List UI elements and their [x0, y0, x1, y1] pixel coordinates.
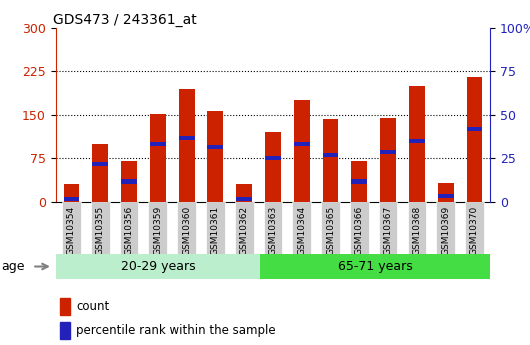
- Text: 65-71 years: 65-71 years: [338, 260, 412, 273]
- FancyBboxPatch shape: [91, 202, 110, 254]
- Bar: [380, 150, 396, 155]
- Text: GSM10360: GSM10360: [182, 206, 191, 255]
- Text: GSM10370: GSM10370: [470, 206, 479, 255]
- Bar: [60, 298, 69, 315]
- FancyBboxPatch shape: [235, 202, 253, 254]
- Text: 20-29 years: 20-29 years: [120, 260, 195, 273]
- Text: GSM10369: GSM10369: [441, 206, 450, 255]
- Text: percentile rank within the sample: percentile rank within the sample: [76, 324, 276, 337]
- Bar: [265, 132, 281, 202]
- Bar: [92, 144, 108, 202]
- Bar: [409, 86, 425, 202]
- FancyBboxPatch shape: [465, 202, 484, 254]
- Bar: [179, 89, 195, 202]
- Bar: [236, 197, 252, 201]
- Bar: [466, 127, 482, 131]
- Bar: [121, 179, 137, 184]
- Text: GSM10367: GSM10367: [384, 206, 393, 255]
- Bar: [150, 114, 166, 202]
- Bar: [380, 118, 396, 202]
- Bar: [438, 194, 454, 198]
- Text: GSM10361: GSM10361: [211, 206, 220, 255]
- Bar: [294, 142, 310, 146]
- Text: GDS473 / 243361_at: GDS473 / 243361_at: [54, 12, 197, 27]
- Bar: [150, 142, 166, 146]
- Bar: [179, 136, 195, 140]
- Bar: [351, 161, 367, 202]
- Text: GSM10363: GSM10363: [269, 206, 277, 255]
- FancyBboxPatch shape: [436, 202, 455, 254]
- FancyBboxPatch shape: [177, 202, 196, 254]
- Text: GSM10366: GSM10366: [355, 206, 364, 255]
- FancyBboxPatch shape: [293, 202, 311, 254]
- FancyBboxPatch shape: [260, 254, 490, 279]
- FancyBboxPatch shape: [62, 202, 81, 254]
- Bar: [351, 179, 367, 184]
- Bar: [207, 145, 223, 149]
- Bar: [323, 153, 339, 157]
- FancyBboxPatch shape: [120, 202, 138, 254]
- FancyBboxPatch shape: [321, 202, 340, 254]
- Bar: [409, 139, 425, 143]
- Bar: [236, 185, 252, 202]
- Bar: [92, 162, 108, 166]
- FancyBboxPatch shape: [148, 202, 167, 254]
- Text: GSM10368: GSM10368: [412, 206, 421, 255]
- Text: GSM10356: GSM10356: [125, 206, 134, 255]
- Bar: [64, 185, 80, 202]
- Text: GSM10354: GSM10354: [67, 206, 76, 255]
- Text: GSM10355: GSM10355: [96, 206, 105, 255]
- FancyBboxPatch shape: [56, 254, 260, 279]
- Bar: [438, 183, 454, 202]
- Text: count: count: [76, 300, 109, 313]
- FancyBboxPatch shape: [263, 202, 282, 254]
- FancyBboxPatch shape: [350, 202, 369, 254]
- Bar: [265, 156, 281, 160]
- Bar: [466, 77, 482, 202]
- Text: GSM10365: GSM10365: [326, 206, 335, 255]
- Bar: [207, 111, 223, 202]
- Text: GSM10359: GSM10359: [153, 206, 162, 255]
- Bar: [64, 197, 80, 201]
- Text: GSM10362: GSM10362: [240, 206, 249, 255]
- Bar: [294, 100, 310, 202]
- FancyBboxPatch shape: [379, 202, 398, 254]
- FancyBboxPatch shape: [206, 202, 225, 254]
- Text: GSM10364: GSM10364: [297, 206, 306, 255]
- FancyBboxPatch shape: [408, 202, 426, 254]
- Text: age: age: [1, 260, 24, 273]
- Bar: [60, 322, 69, 339]
- Bar: [323, 119, 339, 202]
- Bar: [121, 161, 137, 202]
